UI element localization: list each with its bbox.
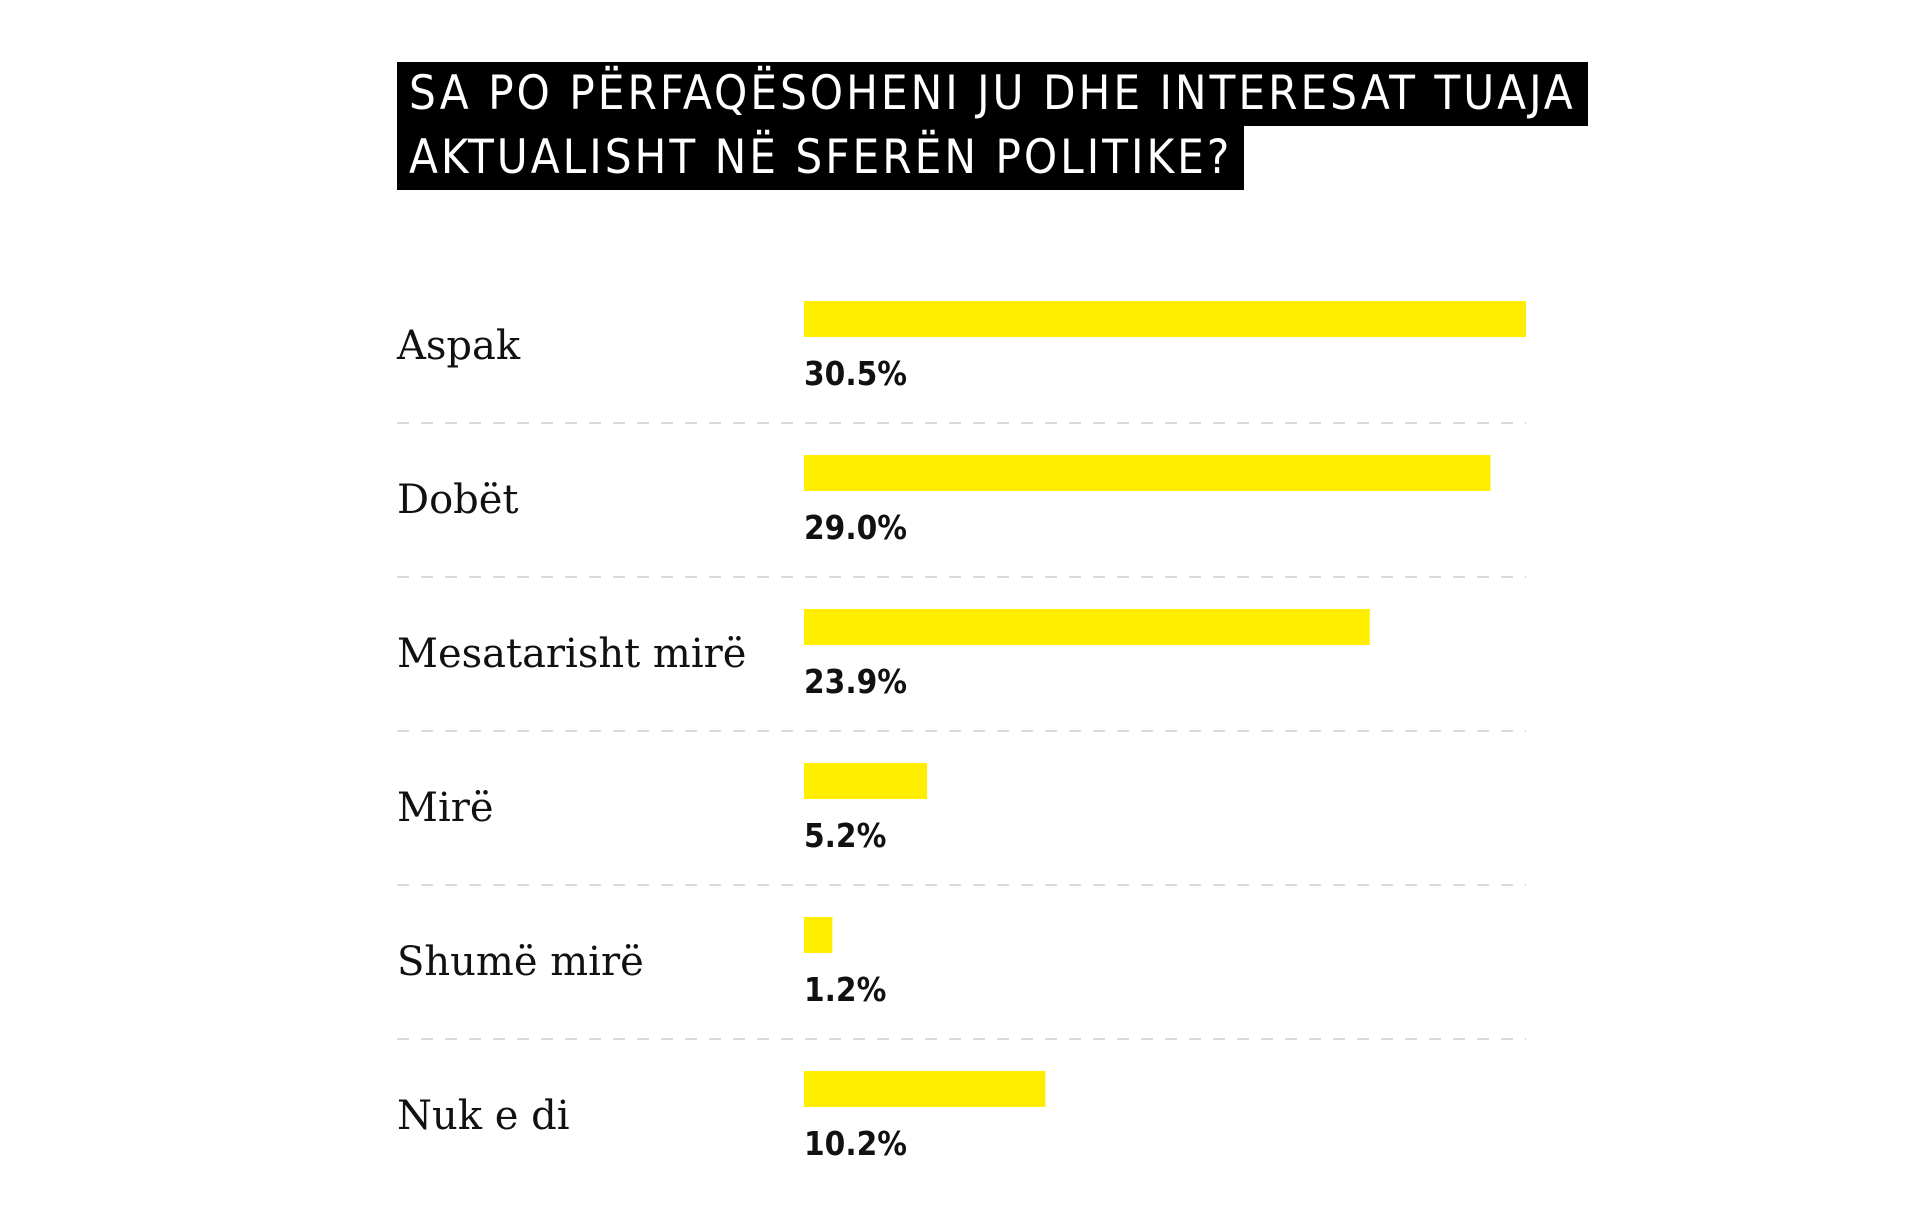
title-line-2: AKTUALISHT NË SFERËN POLITIKE?: [397, 126, 1245, 190]
value-label: 1.2%: [804, 970, 886, 1009]
bar: [804, 917, 833, 953]
bar: [804, 763, 928, 799]
bar: [804, 301, 1526, 337]
category-label: Nuk e di: [397, 1093, 570, 1139]
category-label: Aspak: [396, 323, 521, 369]
bar: [804, 1071, 1046, 1107]
category-label: Mirë: [397, 785, 494, 831]
value-label: 30.5%: [804, 354, 907, 393]
category-label: Dobët: [397, 477, 519, 523]
value-label: 10.2%: [804, 1124, 907, 1163]
chart-title: SA PO PËRFAQËSOHENI JU DHE INTERESAT TUA…: [397, 62, 1588, 190]
value-label: 29.0%: [804, 508, 907, 547]
category-label: Mesatarisht mirë: [397, 631, 746, 677]
category-label: Shumë mirë: [397, 939, 644, 985]
bar: [804, 609, 1370, 645]
value-label: 23.9%: [804, 662, 907, 701]
title-line-1: SA PO PËRFAQËSOHENI JU DHE INTERESAT TUA…: [397, 62, 1588, 126]
value-label: 5.2%: [804, 816, 886, 855]
bar: [804, 455, 1491, 491]
